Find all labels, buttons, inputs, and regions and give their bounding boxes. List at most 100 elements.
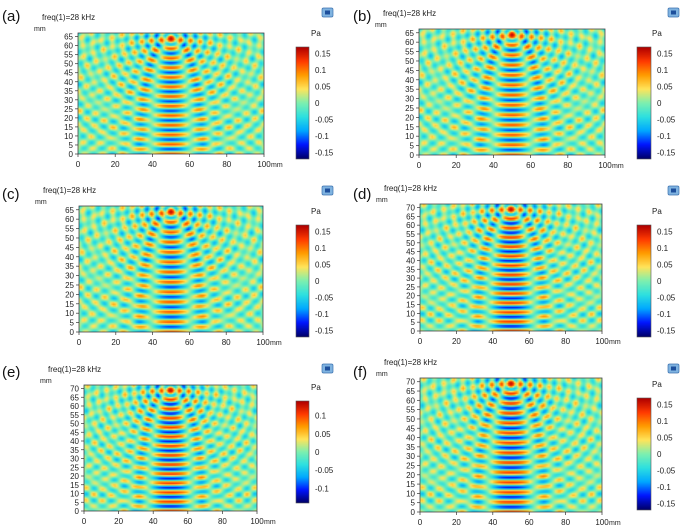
y-unit-label: mm (35, 199, 47, 206)
x-tick-label: 60 (526, 161, 535, 170)
y-tick-label: 70 (406, 204, 415, 213)
colorbar-tick-label: 0.05 (315, 430, 331, 439)
x-tick-label: 0 (418, 337, 423, 346)
y-unit-label: mm (40, 378, 52, 385)
y-tick-label: 10 (65, 309, 74, 318)
y-tick-label: 35 (406, 265, 415, 274)
panel-label: (c) (2, 186, 20, 203)
y-tick-label: 25 (405, 104, 414, 113)
y-tick-label: 15 (406, 301, 415, 310)
x-tick-label: 40 (489, 161, 498, 170)
colorbar-unit-label: Pa (311, 383, 321, 392)
colorbar-tick-label: 0.15 (315, 50, 331, 59)
colorbar-tick-label: -0.15 (315, 326, 334, 335)
x-tick-label: 40 (148, 160, 157, 169)
pressure-field-heatmap (84, 385, 257, 511)
colorbar-tick-label: -0.15 (657, 148, 676, 157)
x-tick-label: 80 (222, 338, 231, 347)
y-tick-label: 65 (64, 33, 73, 42)
pressure-field-heatmap (419, 29, 605, 155)
y-tick-label: 45 (406, 248, 415, 257)
colorbar-tick-label: -0.15 (657, 499, 676, 508)
colorbar-unit-label: Pa (652, 29, 662, 38)
software-badge-icon (321, 185, 334, 196)
x-unit-label: mm (612, 163, 624, 170)
y-tick-label: 30 (406, 274, 415, 283)
y-tick-label: 10 (406, 309, 415, 318)
software-badge-icon (667, 185, 680, 196)
x-tick-label: 80 (218, 517, 227, 526)
colorbar-tick-label: 0.1 (657, 417, 669, 426)
y-tick-label: 25 (406, 283, 415, 292)
y-tick-label: 0 (411, 327, 416, 336)
panel-label: (b) (353, 8, 371, 25)
colorbar (637, 225, 651, 337)
y-tick-label: 5 (69, 141, 74, 150)
colorbar (296, 401, 309, 503)
colorbar-tick-label: 0.1 (315, 244, 327, 253)
y-tick-label: 5 (75, 498, 80, 507)
y-tick-label: 0 (69, 150, 74, 159)
y-tick-label: 40 (70, 437, 79, 446)
x-tick-label: 20 (111, 338, 120, 347)
x-unit-label: mm (609, 339, 621, 346)
y-tick-label: 30 (65, 272, 74, 281)
x-tick-label: 80 (561, 337, 570, 346)
panel-label: (e) (2, 364, 20, 381)
pressure-field-heatmap (78, 33, 264, 154)
colorbar-tick-label: 0.1 (657, 66, 669, 75)
y-tick-label: 60 (406, 396, 415, 405)
colorbar-frame (295, 46, 310, 160)
y-tick-label: 40 (406, 256, 415, 265)
colorbar-tick-label: 0.15 (657, 228, 673, 237)
y-tick-label: 0 (70, 328, 75, 337)
y-tick-label: 0 (411, 508, 416, 517)
y-tick-label: 65 (65, 206, 74, 215)
y-tick-label: 70 (406, 378, 415, 387)
y-tick-label: 65 (406, 212, 415, 221)
software-badge-icon (667, 7, 680, 18)
x-tick-label: 60 (525, 337, 534, 346)
y-tick-label: 45 (70, 428, 79, 437)
pressure-field-heatmap (420, 204, 602, 331)
colorbar-tick-label: -0.15 (315, 148, 334, 157)
colorbar (637, 47, 651, 159)
y-tick-label: 55 (405, 48, 414, 57)
colorbar-tick-label: 0.05 (315, 83, 331, 92)
y-tick-label: 5 (411, 318, 416, 327)
x-tick-label: 60 (525, 518, 534, 527)
y-unit-label: mm (376, 371, 388, 378)
y-tick-label: 0 (410, 151, 415, 160)
y-tick-label: 50 (65, 234, 74, 243)
x-tick-label: 60 (185, 160, 194, 169)
x-unit-label: mm (609, 520, 621, 527)
y-tick-label: 65 (70, 393, 79, 402)
colorbar-tick-label: 0.05 (657, 83, 673, 92)
colorbar-unit-label: Pa (311, 29, 321, 38)
x-unit-label: mm (271, 162, 283, 169)
plot-frame (83, 384, 258, 512)
colorbar-tick-label: -0.1 (315, 484, 329, 493)
y-tick-label: 20 (406, 471, 415, 480)
y-tick-label: 30 (64, 96, 73, 105)
colorbar-tick-label: -0.05 (657, 115, 676, 124)
plot-frame (418, 28, 606, 156)
y-tick-label: 5 (70, 319, 75, 328)
colorbar (296, 225, 309, 337)
x-tick-label: 100 (595, 518, 609, 527)
plot-frame (419, 377, 603, 513)
y-tick-label: 15 (70, 481, 79, 490)
y-tick-label: 50 (64, 60, 73, 69)
colorbar-tick-label: -0.1 (657, 132, 671, 141)
plot-title: freq(1)=28 kHz (42, 13, 95, 22)
y-tick-label: 55 (406, 406, 415, 415)
pressure-field-heatmap (420, 378, 602, 512)
x-tick-label: 80 (561, 518, 570, 527)
colorbar-tick-label: 0.15 (657, 50, 673, 59)
y-tick-label: 65 (405, 29, 414, 38)
x-tick-label: 20 (452, 518, 461, 527)
